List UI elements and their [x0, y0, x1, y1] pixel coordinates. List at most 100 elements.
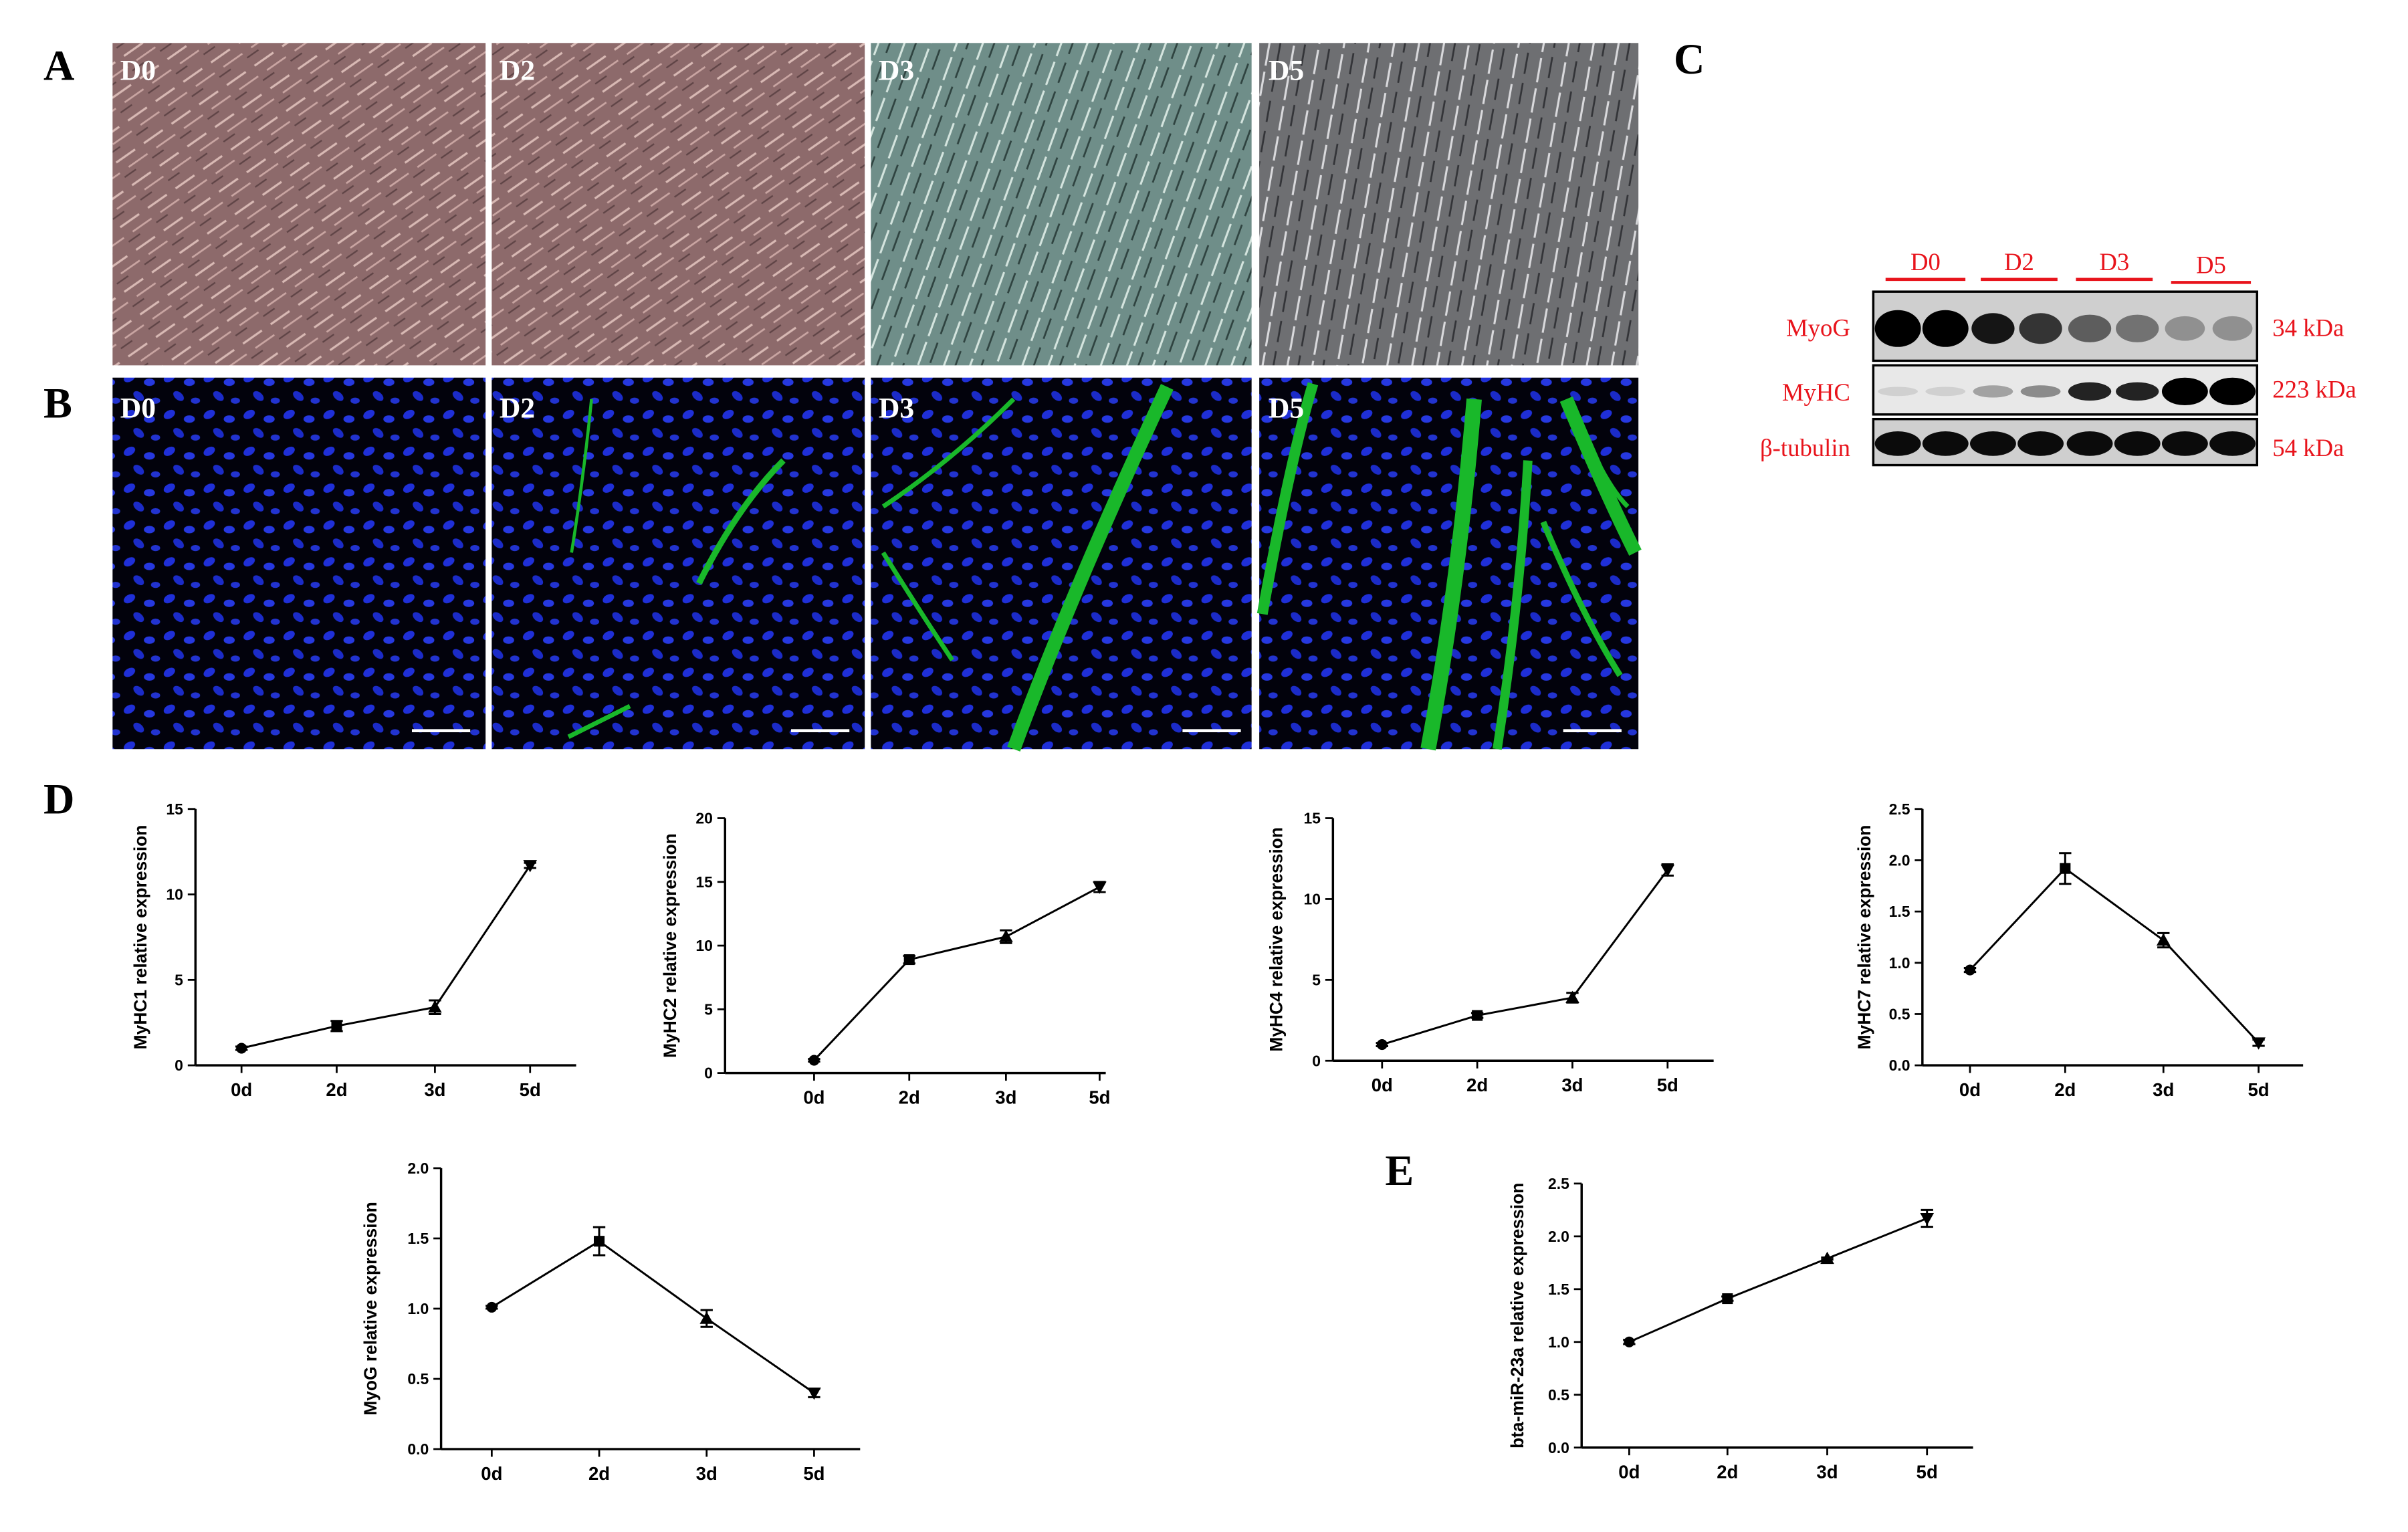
y-tick-label: 1.5	[407, 1230, 429, 1247]
y-tick-label: 0	[175, 1057, 183, 1074]
marker	[523, 860, 538, 873]
marker	[331, 1020, 342, 1032]
marker	[1565, 990, 1579, 1003]
y-tick-label: 2.0	[1889, 851, 1910, 869]
photo-label: D0	[120, 54, 156, 86]
line	[1382, 869, 1668, 1046]
x-tick-label: 5d	[803, 1463, 825, 1484]
line-chart: 0.0 0.5 1.0 1.5 2.0 2.5 0d 2d 3d 5d bta-miR-23a re…	[1507, 1175, 1973, 1483]
marker	[808, 1055, 820, 1066]
y-tick-label: 5	[175, 971, 183, 988]
y-tick-label: 0	[704, 1065, 713, 1082]
size-label: 54 kDa	[2272, 434, 2344, 461]
y-tick-label: 10	[166, 886, 183, 903]
y-tick-label: 1.0	[1889, 954, 1910, 972]
line	[1628, 1217, 1928, 1343]
row-label: MyHC	[1782, 378, 1850, 406]
marker	[1093, 881, 1107, 894]
y-tick-label: 15	[1303, 810, 1321, 827]
photo	[1259, 377, 1639, 750]
y-tick-label: 2.0	[407, 1160, 429, 1177]
line-chart: 0.0 0.5 1.0 1.5 2.0 0d 2d 3d 5d MyoG relative exp…	[360, 1160, 861, 1484]
marker	[2252, 1037, 2266, 1050]
photo	[112, 377, 486, 750]
x-tick-label: 0d	[481, 1463, 502, 1484]
marker	[236, 1043, 247, 1054]
photo	[871, 43, 1252, 366]
line	[1969, 867, 2260, 1044]
photo	[491, 377, 865, 750]
y-tick-label: 20	[695, 810, 713, 827]
panel-letter: E	[1385, 1147, 1414, 1194]
x-tick-label: 2d	[1466, 1075, 1488, 1095]
photo-label: D0	[120, 392, 156, 424]
photo-label: D5	[1269, 392, 1304, 424]
row-label: β-tubulin	[1760, 434, 1850, 461]
y-tick-label: 15	[695, 873, 713, 891]
marker	[1722, 1293, 1733, 1305]
y-tick-label: 0.5	[1548, 1386, 1569, 1404]
photo	[1259, 43, 1639, 366]
lane-label: D2	[2004, 248, 2034, 276]
marker	[486, 1301, 498, 1313]
y-axis-label: MyHC2 relative expression	[660, 833, 680, 1058]
size-label: 34 kDa	[2272, 314, 2344, 342]
x-tick-label: 3d	[2153, 1079, 2174, 1100]
fluorescence-images	[112, 377, 1642, 752]
labels: A B C D E D0 D2 D3 D5 D0 D2 D3 D5 D0 D2 …	[43, 35, 2357, 1194]
marker	[2156, 933, 2171, 946]
y-tick-label: 10	[695, 937, 713, 954]
lane-label: D5	[2196, 251, 2226, 279]
y-tick-label: 15	[166, 800, 183, 818]
marker	[807, 1387, 821, 1400]
x-tick-label: 5d	[1657, 1075, 1678, 1095]
y-tick-label: 2.0	[1548, 1228, 1569, 1245]
y-axis-label: MyoG relative expression	[360, 1202, 380, 1416]
x-tick-label: 0d	[803, 1087, 825, 1108]
myotubes	[567, 382, 1642, 752]
y-axis-label: bta-miR-23a relative expression	[1507, 1183, 1527, 1448]
photo	[871, 377, 1252, 750]
y-tick-label: 2.5	[1548, 1175, 1569, 1192]
y-tick-label: 0.5	[407, 1370, 429, 1388]
line	[491, 1240, 815, 1394]
marker	[699, 1311, 714, 1324]
western-blot	[1872, 278, 2258, 467]
x-tick-label: 3d	[1816, 1462, 1838, 1483]
marker	[1964, 964, 1976, 976]
y-tick-label: 5	[704, 1000, 713, 1018]
x-tick-label: 2d	[326, 1079, 347, 1100]
y-tick-label: 1.0	[407, 1300, 429, 1317]
x-tick-label: 2d	[588, 1463, 610, 1484]
y-axis-label: MyHC4 relative expression	[1267, 827, 1287, 1052]
phase-images	[112, 43, 1639, 366]
y-tick-label: 2.5	[1889, 800, 1910, 818]
y-axis-label: MyHC7 relative expression	[1854, 825, 1874, 1050]
x-tick-label: 5d	[2248, 1079, 2270, 1100]
panel-letter: D	[43, 776, 74, 823]
marker	[1472, 1010, 1483, 1021]
x-tick-label: 0d	[1372, 1075, 1393, 1095]
panel-letter: B	[43, 379, 72, 427]
y-tick-label: 10	[1303, 890, 1321, 907]
x-tick-label: 2d	[2054, 1079, 2076, 1100]
marker	[1376, 1039, 1388, 1051]
x-tick-label: 3d	[995, 1087, 1016, 1108]
line	[241, 865, 531, 1050]
x-tick-label: 0d	[1618, 1462, 1640, 1483]
x-tick-label: 5d	[520, 1079, 541, 1100]
lane-underlines	[1885, 278, 2252, 284]
y-tick-label: 5	[1312, 971, 1321, 988]
lane-label: D3	[2099, 248, 2129, 276]
y-tick-label: 0.0	[407, 1440, 429, 1458]
y-tick-label: 0.5	[1889, 1006, 1910, 1023]
marker	[1660, 864, 1675, 877]
y-tick-label: 1.5	[1889, 903, 1910, 920]
x-tick-label: 5d	[1917, 1462, 1938, 1483]
photo-label: D5	[1269, 54, 1304, 86]
marker	[999, 929, 1013, 942]
x-tick-label: 3d	[1561, 1075, 1583, 1095]
